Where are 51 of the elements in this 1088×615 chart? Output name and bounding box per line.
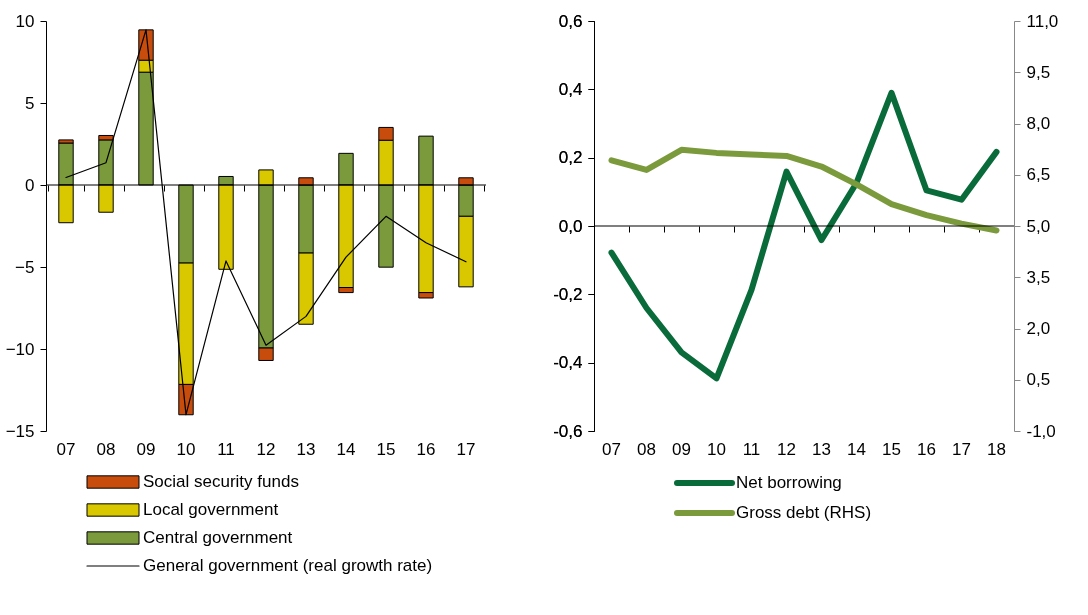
x-tick-label: 12 [256, 439, 276, 459]
legend-label: Local government [143, 500, 279, 519]
x-tick-label: 16 [416, 439, 436, 459]
y-tick-label: −10 [5, 339, 35, 359]
y2-tick-label: 9,5 [1026, 62, 1051, 82]
y2-tick-label: 6,5 [1026, 165, 1051, 185]
y-tick-label: 0,4 [558, 79, 583, 99]
x-tick-label: 13 [296, 439, 316, 459]
x-tick-label: 15 [882, 439, 901, 459]
legend-label: Central government [143, 528, 293, 547]
y-tick-label: −5 [15, 257, 35, 277]
x-tick-label: 08 [96, 439, 116, 459]
legend-label: Gross debt (RHS) [736, 503, 872, 522]
y2-tick-label: 0,5 [1026, 370, 1051, 390]
y-tick-label: 0,2 [558, 148, 583, 168]
y2-tick-label: 11,0 [1026, 11, 1059, 31]
x-tick-label: 14 [336, 439, 356, 459]
x-tick-label: 10 [176, 439, 196, 459]
x-tick-label: 10 [707, 439, 726, 459]
y-tick-label: 0,0 [558, 216, 583, 236]
y2-tick-label: 3,5 [1026, 267, 1051, 287]
y2-tick-label: 2,0 [1026, 319, 1051, 338]
x-tick-label: 13 [812, 439, 831, 459]
y-tick-label: -0,2 [553, 284, 583, 304]
y-tick-label: 0 [25, 175, 35, 195]
y-tick-label: 5 [25, 93, 35, 113]
y-tick-label: 10 [15, 11, 35, 31]
y2-tick-label: -1,0 [1026, 421, 1056, 441]
x-tick-label: 09 [136, 439, 156, 459]
x-tick-label: 15 [376, 439, 396, 459]
legend-label: Net borrowing [736, 473, 842, 492]
y-tick-label: −15 [5, 421, 35, 441]
x-tick-label: 11 [742, 439, 761, 459]
x-tick-label: 08 [637, 439, 656, 459]
x-tick-label: 17 [456, 439, 476, 459]
x-tick-label: 17 [952, 439, 971, 459]
x-tick-label: 11 [217, 439, 235, 459]
x-tick-label: 16 [917, 439, 936, 459]
x-tick-label: 07 [602, 439, 621, 459]
y2-tick-label: 5,0 [1026, 216, 1051, 236]
x-tick-label: 12 [777, 439, 796, 459]
x-tick-label: 07 [56, 439, 76, 459]
y-tick-label: -0,6 [553, 421, 583, 441]
y2-tick-label: 8,0 [1026, 114, 1051, 133]
y-tick-label: 0,6 [558, 11, 583, 31]
x-tick-label: 14 [847, 439, 866, 459]
x-tick-label: 09 [672, 439, 691, 459]
legend-label: General government (real growth rate) [143, 556, 433, 575]
x-tick-label: 18 [987, 439, 1006, 459]
y-tick-label: -0,4 [553, 353, 583, 373]
legend-label: Social security funds [143, 472, 299, 491]
